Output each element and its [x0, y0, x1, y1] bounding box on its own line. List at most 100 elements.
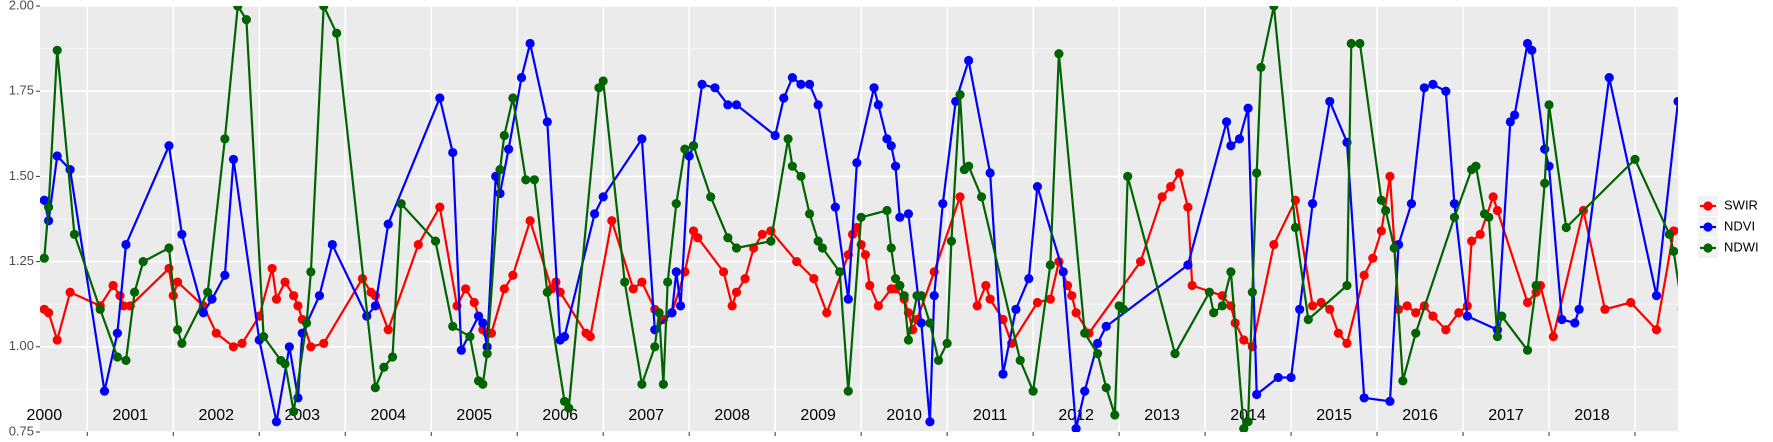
data-point-swir [1725, 322, 1734, 331]
legend-marker-ndvi [1703, 222, 1713, 232]
data-point-ndwi [783, 134, 793, 144]
data-point-ndwi [1217, 301, 1227, 311]
data-point-ndwi [1398, 376, 1408, 386]
data-point-ndvi [448, 147, 458, 158]
data-point-ndwi [1669, 246, 1678, 256]
data-point-swir [1342, 338, 1352, 348]
data-point-ndwi [1484, 212, 1494, 222]
data-point-ndvi [1522, 38, 1533, 49]
y-axis: 0.75 1.00 1.25 1.50 1.75 2.00 [9, 0, 40, 438]
data-point-swir [873, 301, 883, 311]
data-point-swir [1376, 226, 1386, 236]
data-point-ndwi [40, 253, 49, 263]
data-point-swir [585, 331, 595, 342]
data-point-ndvi [916, 318, 926, 328]
data-point-ndwi [1376, 195, 1386, 205]
data-point-swir [860, 250, 871, 260]
year-labels: 2000 2001 2002 2003 2004 2005 2006 2007 2008 2009… [27, 407, 1610, 424]
data-point-ndwi [370, 383, 380, 393]
data-point-ndwi [430, 236, 441, 246]
data-point-ndwi [1118, 304, 1129, 314]
data-point-ndwi [933, 355, 944, 366]
data-point-swir [1699, 281, 1708, 290]
data-point-ndvi [121, 239, 131, 250]
data-point-swir [637, 277, 647, 287]
data-point-ndvi [813, 100, 823, 110]
data-point-ndvi [684, 151, 694, 161]
data-point-ndwi [448, 321, 458, 331]
data-point-swir [1032, 297, 1043, 308]
data-point-ndvi [882, 134, 892, 144]
data-point-ndvi [667, 308, 677, 318]
data-point-ndwi [964, 161, 974, 171]
data-point-ndvi [1462, 311, 1472, 321]
data-point-ndvi [1686, 165, 1695, 174]
data-point-ndwi [495, 164, 505, 175]
data-point-ndvi [1406, 199, 1417, 209]
data-point-ndwi [671, 199, 681, 209]
data-point-swir [1548, 331, 1558, 342]
data-point-swir [1269, 239, 1279, 250]
data-point-swir [1428, 311, 1438, 321]
data-point-ndvi [525, 38, 535, 49]
y-tick-label: 1.25 [9, 253, 34, 268]
data-point-swir [1522, 297, 1533, 308]
data-point-ndvi [271, 417, 282, 427]
data-point-ndwi [1303, 314, 1313, 325]
data-point-swir [1454, 308, 1464, 318]
data-point-ndvi [516, 72, 527, 83]
data-point-ndvi [1419, 83, 1429, 93]
data-point-ndwi [529, 175, 540, 185]
data-point-ndvi [491, 171, 501, 181]
data-point-ndvi [1359, 393, 1369, 403]
data-point-ndvi [1557, 314, 1567, 325]
data-point-ndvi [1527, 45, 1537, 55]
data-point-ndwi [895, 280, 905, 291]
data-point-ndwi [1449, 212, 1460, 222]
data-point-ndvi [99, 386, 110, 396]
data-point-swir [693, 233, 703, 243]
data-point-swir [108, 280, 118, 291]
data-point-swir [865, 280, 875, 291]
data-point-ndwi [258, 331, 269, 342]
data-point-ndwi [598, 76, 608, 86]
data-point-ndvi [198, 308, 208, 318]
data-point-ndvi [598, 192, 608, 202]
data-point-ndwi [521, 175, 531, 185]
data-point-ndvi [495, 188, 505, 199]
data-point-ndwi [1093, 349, 1103, 359]
x-axis [86, 432, 1636, 436]
data-point-ndvi [886, 141, 896, 151]
data-point-swir [271, 294, 282, 304]
data-point-swir [1475, 229, 1485, 239]
data-point-ndwi [1725, 294, 1734, 303]
data-point-ndvi [951, 96, 961, 107]
data-point-ndvi [65, 164, 75, 175]
data-point-ndvi [1651, 291, 1662, 301]
data-point-ndvi [1295, 304, 1305, 314]
data-point-ndwi [164, 243, 174, 253]
data-point-ndwi [177, 338, 187, 348]
data-point-swir [1441, 325, 1451, 335]
data-point-ndwi [916, 291, 926, 301]
data-point-ndwi [241, 15, 251, 25]
data-point-ndwi [1209, 308, 1219, 318]
legend-label-ndwi: NDWI [1724, 239, 1759, 254]
data-point-ndvi [1570, 318, 1580, 328]
data-point-swir [289, 291, 299, 301]
data-point-ndwi [233, 6, 243, 11]
data-point-swir [1708, 288, 1717, 297]
data-point-ndwi [766, 236, 776, 246]
data-point-swir [1651, 325, 1662, 335]
data-point-ndwi [1411, 328, 1421, 338]
data-point-ndvi [1032, 182, 1043, 192]
data-point-swir [1368, 253, 1378, 263]
data-point-swir [211, 328, 221, 338]
data-point-ndwi [52, 45, 62, 55]
data-point-ndvi [1243, 103, 1253, 113]
data-point-ndvi [873, 100, 883, 110]
data-point-ndwi [1677, 307, 1678, 311]
year-label: 2007 [628, 407, 664, 424]
data-point-ndvi [843, 294, 853, 304]
data-point-ndwi [688, 141, 699, 151]
